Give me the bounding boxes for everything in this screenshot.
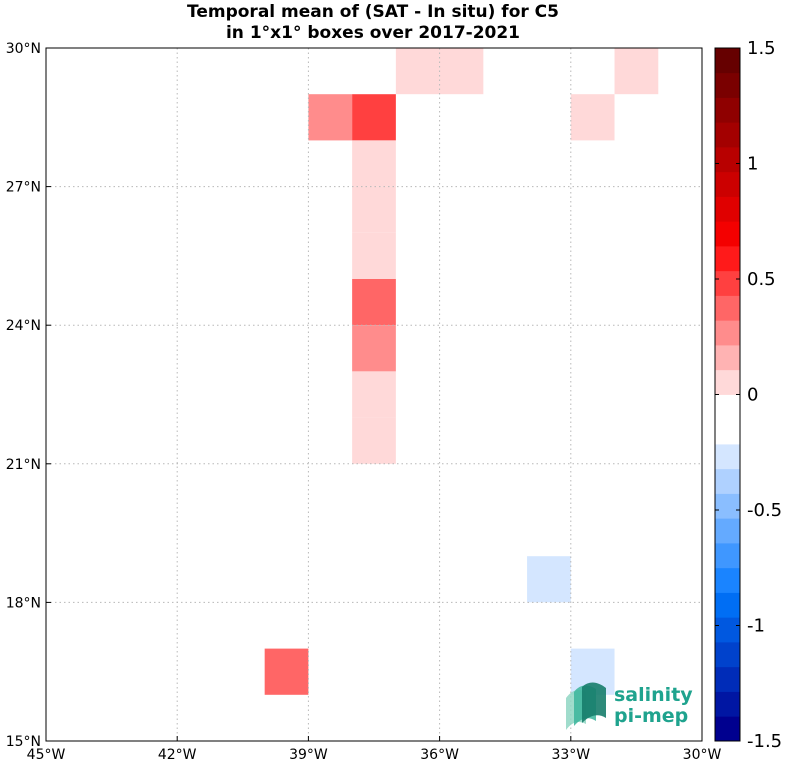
colorbar-tick-label: 1 xyxy=(747,154,758,175)
heatmap-cell xyxy=(264,48,309,95)
logo-text-line-1: salinity xyxy=(614,684,693,706)
x-tick-label: 45°W xyxy=(27,747,66,763)
colorbar-swatch xyxy=(715,270,740,296)
heatmap-cell xyxy=(308,94,353,141)
heatmap-cell xyxy=(352,325,396,372)
colorbar-tick-label: 0.5 xyxy=(747,269,776,290)
colorbar-swatch xyxy=(715,246,740,272)
y-axis-ticks: 30°N 27°N 24°N 21°N 18°N 15°N xyxy=(6,41,51,750)
colorbar-swatch xyxy=(715,97,740,123)
y-tick-label: 15°N xyxy=(6,734,41,750)
y-tick-label: 18°N xyxy=(6,595,41,611)
colorbar-swatch xyxy=(715,171,740,197)
colorbar-tick-label: -1 xyxy=(747,616,765,637)
heatmap-cell xyxy=(527,556,571,603)
colorbar-swatch xyxy=(715,543,740,569)
colorbar-swatch xyxy=(715,666,740,692)
colorbar-swatch xyxy=(715,320,740,346)
x-tick-label: 42°W xyxy=(158,747,197,763)
title-line-2: in 1°x1° boxes over 2017-2021 xyxy=(226,23,520,43)
colorbar-tick-label: 0 xyxy=(747,385,758,406)
heatmap-cell xyxy=(352,371,396,418)
colorbar-swatch xyxy=(715,468,740,494)
y-tick-label: 30°N xyxy=(6,41,41,57)
title-line-1: Temporal mean of (SAT - In situ) for C5 xyxy=(187,2,559,22)
colorbar-swatch xyxy=(715,295,740,321)
colorbar-swatch xyxy=(715,642,740,668)
heatmap-cell xyxy=(352,279,396,326)
colorbar-swatch xyxy=(715,493,740,519)
x-axis-ticks: 45°W 42°W 39°W 36°W 33°W 30°W xyxy=(27,736,722,763)
colorbar-swatch xyxy=(715,716,740,742)
colorbar-swatches xyxy=(715,48,740,742)
colorbar-tick-label: -1.5 xyxy=(747,731,782,752)
colorbar-swatch xyxy=(715,369,740,395)
x-tick-label: 39°W xyxy=(289,747,328,763)
colorbar-swatch xyxy=(715,72,740,98)
colorbar-swatch xyxy=(715,221,740,247)
heatmap-cell xyxy=(439,48,484,95)
y-tick-label: 24°N xyxy=(6,318,41,334)
heatmap-cell xyxy=(527,602,571,649)
wave-logo-icon xyxy=(566,682,606,730)
colorbar-tick-label: 1.5 xyxy=(747,38,776,59)
heatmap-cell xyxy=(527,371,571,418)
colorbar-swatch xyxy=(715,394,740,420)
colorbar-swatch xyxy=(715,518,740,544)
colorbar-swatch xyxy=(715,48,740,74)
logo-text-line-2: pi-mep xyxy=(614,705,688,727)
colorbar-swatch xyxy=(715,691,740,717)
colorbar-swatch xyxy=(715,147,740,173)
x-tick-label: 36°W xyxy=(420,747,459,763)
x-tick-label: 30°W xyxy=(683,747,722,763)
colorbar-swatch xyxy=(715,444,740,470)
colorbar-swatch xyxy=(715,122,740,148)
colorbar-swatch xyxy=(715,196,740,222)
y-tick-label: 21°N xyxy=(6,457,41,473)
heatmap-cells xyxy=(264,48,659,741)
heatmap-cell xyxy=(614,48,659,95)
heatmap-cell xyxy=(352,186,396,233)
salinity-pi-mep-logo: salinity pi-mep xyxy=(566,682,693,730)
colorbar-swatch xyxy=(715,345,740,371)
x-tick-label: 33°W xyxy=(551,747,590,763)
heatmap-cell xyxy=(264,648,309,695)
colorbar-swatch xyxy=(715,617,740,643)
heatmap-cell xyxy=(570,94,615,141)
heatmap-cell xyxy=(352,417,396,464)
colorbar-ticks: 1.5 1 0.5 0 -0.5 -1 -1.5 xyxy=(715,38,782,752)
heatmap-cell xyxy=(395,48,440,95)
heatmap-cell xyxy=(352,694,396,741)
heatmap-cell xyxy=(352,232,396,279)
heatmap-cell xyxy=(352,140,396,187)
heatmap-cell xyxy=(352,94,396,141)
gridlines xyxy=(46,48,702,741)
colorbar-swatch xyxy=(715,419,740,445)
map-frame xyxy=(45,47,703,742)
colorbar-swatch xyxy=(715,567,740,593)
heatmap-cell xyxy=(308,417,353,464)
colorbar-swatch xyxy=(715,592,740,618)
colorbar-tick-label: -0.5 xyxy=(747,500,782,521)
colorbar: 1.5 1 0.5 0 -0.5 -1 -1.5 xyxy=(714,38,782,752)
y-tick-label: 27°N xyxy=(6,180,41,196)
map-plot-area: salinity pi-mep xyxy=(45,47,703,742)
